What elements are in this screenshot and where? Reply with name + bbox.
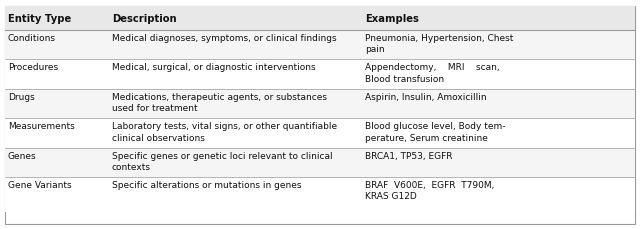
Bar: [5, 60, 635, 90]
Text: Specific genes or genetic loci relevant to clinical
contexts: Specific genes or genetic loci relevant …: [112, 151, 333, 171]
Text: Examples: Examples: [365, 14, 419, 24]
Bar: [5, 7, 635, 31]
Text: Drugs: Drugs: [8, 92, 35, 101]
Text: Measurements: Measurements: [8, 122, 74, 131]
Text: Blood glucose level, Body tem-
perature, Serum creatinine: Blood glucose level, Body tem- perature,…: [365, 122, 506, 142]
Text: Appendectomy,    MRI    scan,
Blood transfusion: Appendectomy, MRI scan, Blood transfusio…: [365, 63, 499, 83]
Text: Description: Description: [112, 14, 177, 24]
Text: Genes: Genes: [8, 151, 36, 160]
Bar: [5, 177, 635, 213]
Bar: [5, 148, 635, 177]
Text: Conditions: Conditions: [8, 34, 56, 43]
Text: Entity Type: Entity Type: [8, 14, 71, 24]
Text: Aspirin, Insulin, Amoxicillin: Aspirin, Insulin, Amoxicillin: [365, 92, 486, 101]
Text: Procedures: Procedures: [8, 63, 58, 72]
Text: Gene Variants: Gene Variants: [8, 180, 71, 189]
Text: Laboratory tests, vital signs, or other quantifiable
clinical observations: Laboratory tests, vital signs, or other …: [112, 122, 337, 142]
Text: Medications, therapeutic agents, or substances
used for treatment: Medications, therapeutic agents, or subs…: [112, 92, 327, 113]
Text: BRCA1, TP53, EGFR: BRCA1, TP53, EGFR: [365, 151, 452, 160]
Text: Medical, surgical, or diagnostic interventions: Medical, surgical, or diagnostic interve…: [112, 63, 316, 72]
Bar: [5, 31, 635, 60]
Text: BRAF  V600E,  EGFR  T790M,
KRAS G12D: BRAF V600E, EGFR T790M, KRAS G12D: [365, 180, 494, 201]
Bar: [5, 90, 635, 119]
Bar: [5, 119, 635, 148]
Text: Specific alterations or mutations in genes: Specific alterations or mutations in gen…: [112, 180, 301, 189]
Text: Medical diagnoses, symptoms, or clinical findings: Medical diagnoses, symptoms, or clinical…: [112, 34, 337, 43]
Text: Pneumonia, Hypertension, Chest
pain: Pneumonia, Hypertension, Chest pain: [365, 34, 513, 54]
